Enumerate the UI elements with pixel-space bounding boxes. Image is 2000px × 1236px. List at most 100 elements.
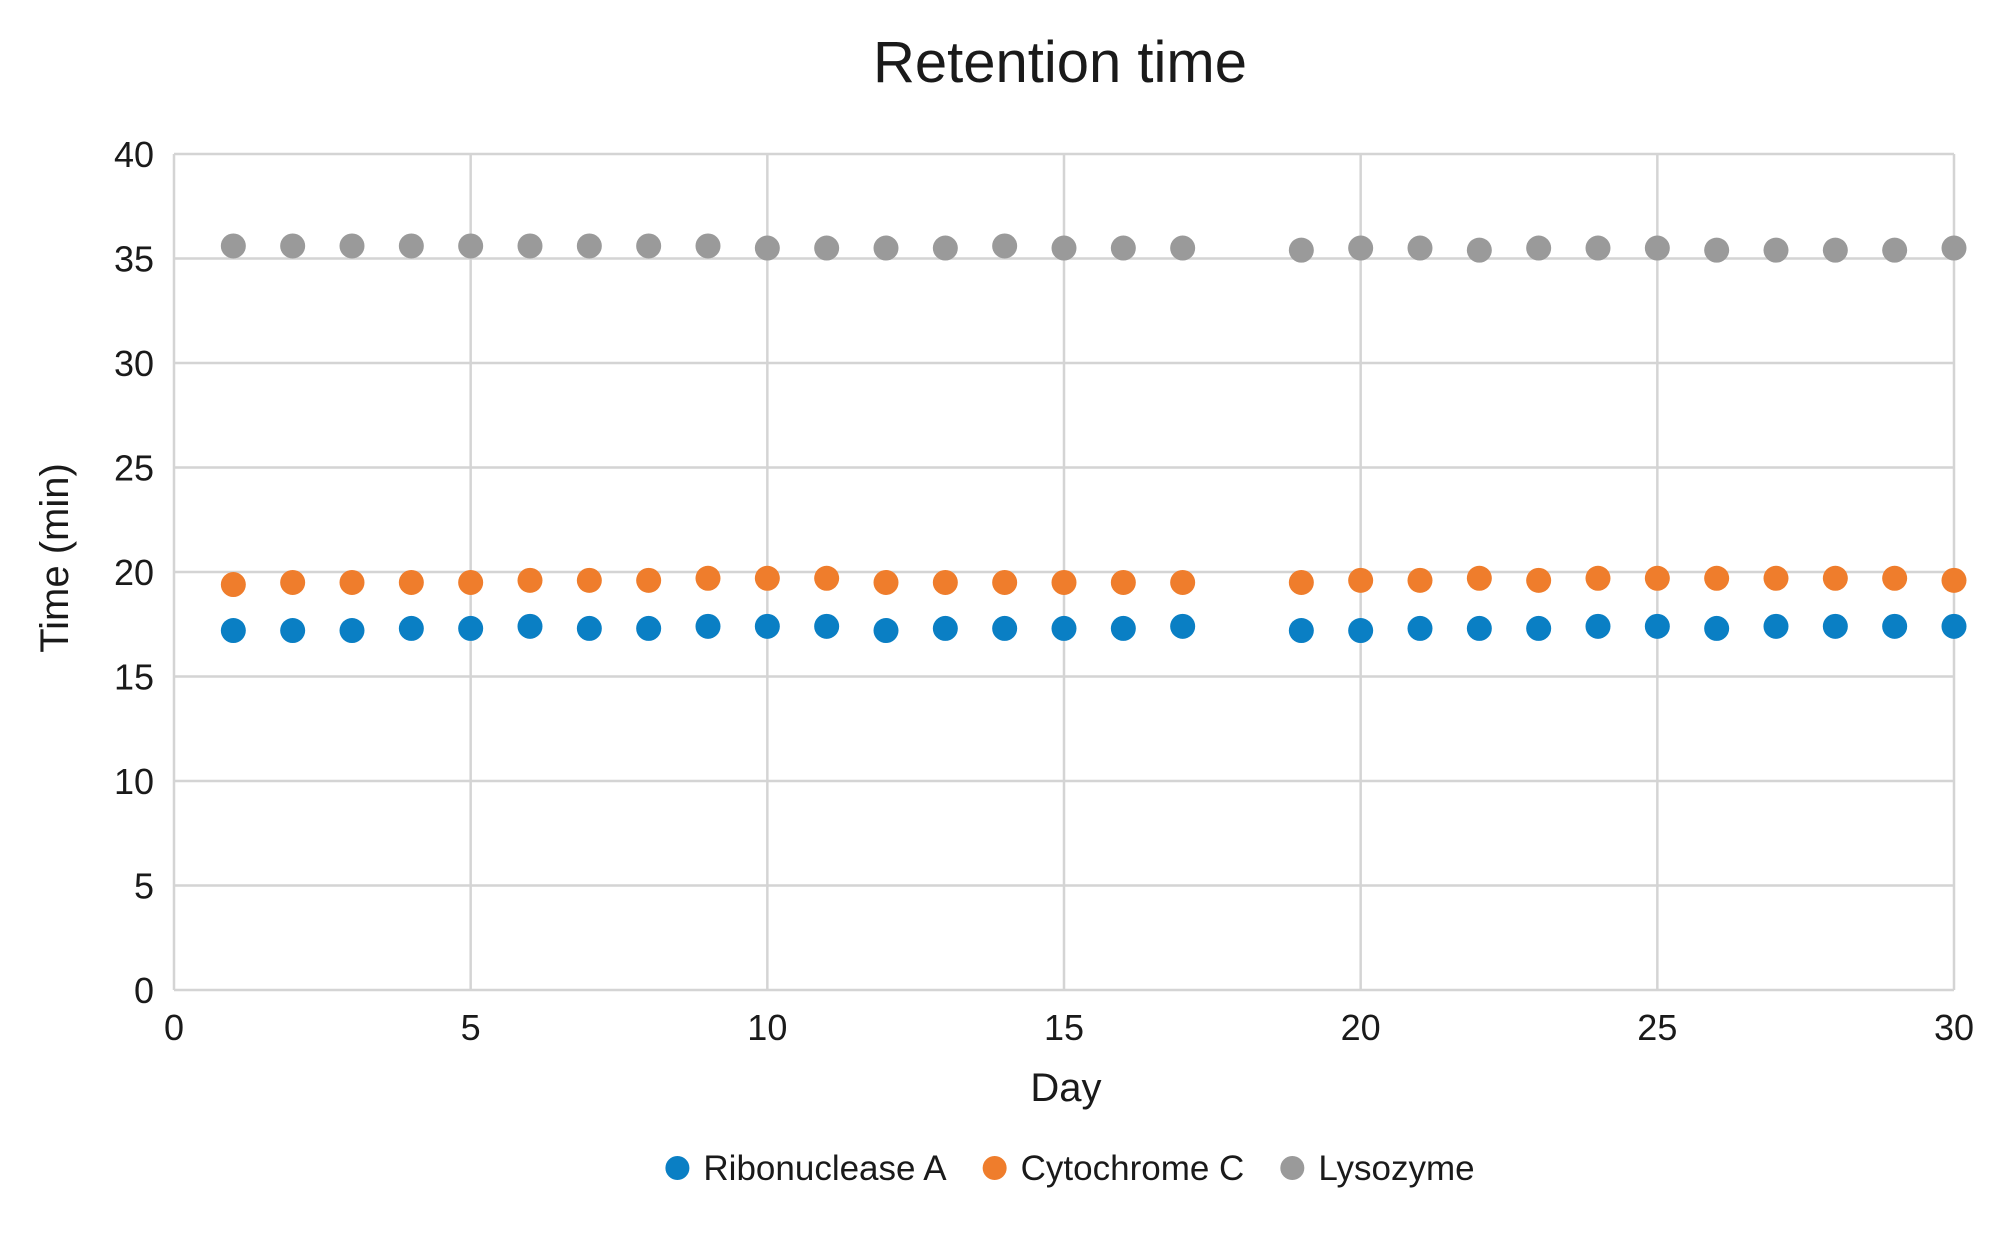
- data-point: [576, 615, 602, 641]
- data-point: [1288, 237, 1314, 263]
- legend-label: Lysozyme: [1318, 1149, 1474, 1188]
- data-point: [1348, 618, 1374, 644]
- data-point: [1051, 569, 1077, 595]
- data-point: [1466, 237, 1492, 263]
- y-tick-label: 15: [114, 657, 154, 698]
- data-point: [1407, 567, 1433, 593]
- data-point: [1110, 569, 1136, 595]
- y-tick-label: 5: [134, 866, 154, 907]
- data-point: [1822, 613, 1848, 639]
- y-tick-label: 25: [114, 448, 154, 489]
- data-point: [1882, 237, 1908, 263]
- data-point: [1882, 565, 1908, 591]
- series-cytochrome-c: [220, 565, 1967, 598]
- data-point: [1763, 237, 1789, 263]
- data-point: [1466, 615, 1492, 641]
- data-point: [873, 618, 899, 644]
- data-point: [1526, 567, 1552, 593]
- legend-marker: [982, 1156, 1007, 1180]
- data-point: [1348, 235, 1374, 261]
- data-point: [458, 233, 484, 259]
- y-tick-label: 10: [114, 761, 154, 802]
- data-point: [1882, 613, 1908, 639]
- data-point: [695, 613, 721, 639]
- data-point: [1941, 613, 1967, 639]
- data-point: [1110, 235, 1136, 261]
- data-point: [754, 565, 780, 591]
- tick-labels: 0 5 10 15 20 25 30 35 40 0 5 10 15 20 25 30: [114, 134, 1974, 1048]
- data-point: [1526, 615, 1552, 641]
- data-point: [458, 615, 484, 641]
- data-point: [398, 569, 424, 595]
- data-point: [1466, 565, 1492, 591]
- legend: Ribonuclease A Cytochrome C Lysozyme: [665, 1149, 1475, 1188]
- legend-label: Ribonuclease A: [703, 1149, 947, 1188]
- data-point: [1288, 569, 1314, 595]
- x-tick-label: 0: [164, 1007, 184, 1048]
- data-point: [1407, 615, 1433, 641]
- data-point: [1348, 567, 1374, 593]
- data-point: [220, 233, 246, 259]
- legend-item-ribonuclease-a: Ribonuclease A: [665, 1149, 947, 1188]
- data-point: [1763, 613, 1789, 639]
- data-point: [1585, 613, 1611, 639]
- x-tick-label: 30: [1934, 1007, 1974, 1048]
- data-point: [576, 567, 602, 593]
- data-point: [576, 233, 602, 259]
- data-point: [1288, 618, 1314, 644]
- data-point: [873, 235, 899, 261]
- x-tick-label: 10: [747, 1007, 787, 1048]
- data-point: [517, 567, 543, 593]
- data-point: [754, 235, 780, 261]
- data-point: [814, 613, 840, 639]
- x-tick-label: 25: [1637, 1007, 1677, 1048]
- data-point: [1644, 613, 1670, 639]
- data-point: [1704, 615, 1730, 641]
- data-point: [873, 569, 899, 595]
- data-point: [1585, 235, 1611, 261]
- data-point: [1407, 235, 1433, 261]
- x-tick-label: 5: [461, 1007, 481, 1048]
- data-point: [932, 569, 958, 595]
- y-tick-label: 40: [114, 134, 154, 175]
- y-tick-label: 0: [134, 970, 154, 1011]
- data-point: [932, 235, 958, 261]
- data-point: [636, 615, 662, 641]
- data-point: [932, 615, 958, 641]
- data-point: [1110, 615, 1136, 641]
- legend-item-cytochrome-c: Cytochrome C: [982, 1149, 1245, 1188]
- data-point: [814, 235, 840, 261]
- x-axis-title: Day: [1030, 1066, 1101, 1110]
- legend-label: Cytochrome C: [1021, 1149, 1245, 1188]
- data-point: [754, 613, 780, 639]
- data-point: [695, 565, 721, 591]
- y-tick-label: 20: [114, 552, 154, 593]
- data-point: [339, 569, 365, 595]
- data-point: [398, 615, 424, 641]
- y-tick-label: 35: [114, 239, 154, 280]
- data-point: [1822, 237, 1848, 263]
- data-point: [220, 618, 246, 644]
- chart-title: Retention time: [873, 30, 1247, 95]
- data-point: [458, 569, 484, 595]
- data-point: [1763, 565, 1789, 591]
- data-point: [695, 233, 721, 259]
- legend-marker: [1280, 1156, 1305, 1180]
- data-point: [1526, 235, 1552, 261]
- data-point: [1170, 613, 1196, 639]
- data-point: [992, 233, 1018, 259]
- data-point: [398, 233, 424, 259]
- data-point: [1051, 235, 1077, 261]
- data-point: [992, 569, 1018, 595]
- y-tick-label: 30: [114, 343, 154, 384]
- data-point: [280, 569, 306, 595]
- y-axis-title: Time (min): [33, 463, 77, 653]
- data-point: [1644, 235, 1670, 261]
- data-point: [517, 613, 543, 639]
- data-point: [1585, 565, 1611, 591]
- data-point: [220, 572, 246, 598]
- data-point: [280, 618, 306, 644]
- data-point: [1051, 615, 1077, 641]
- data-point: [517, 233, 543, 259]
